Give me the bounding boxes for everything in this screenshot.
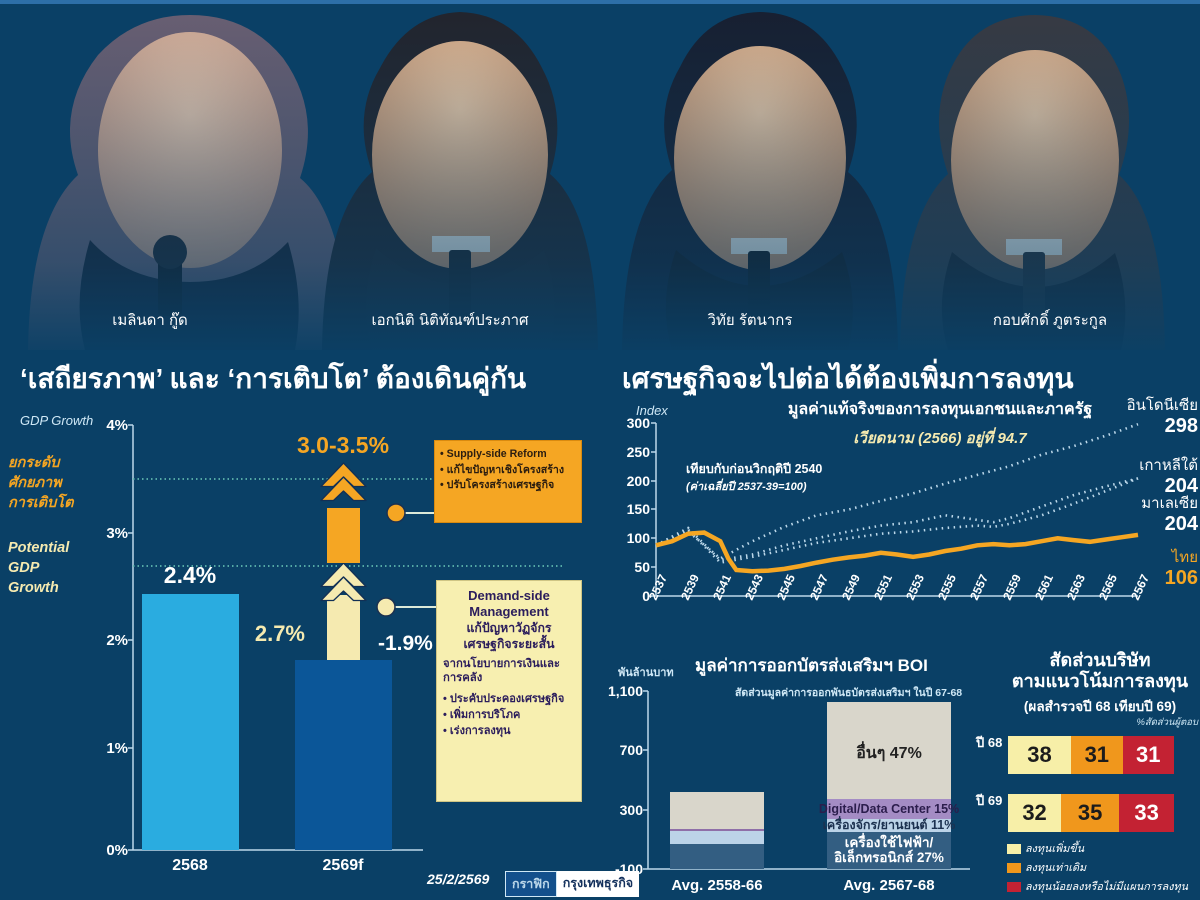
- svg-text:2.4%: 2.4%: [164, 562, 216, 588]
- svg-text:อิเล็กทรอนิกส์ 27%: อิเล็กทรอนิกส์ 27%: [834, 848, 944, 865]
- svg-text:2549: 2549: [839, 572, 863, 602]
- svg-text:2565: 2565: [1096, 572, 1120, 602]
- svg-text:300: 300: [627, 415, 651, 431]
- svg-text:2539: 2539: [678, 572, 702, 602]
- svg-text:Digital/Data Center 15%: Digital/Data Center 15%: [819, 802, 959, 816]
- svg-text:2567: 2567: [1128, 572, 1152, 602]
- svg-text:3.0-3.5%: 3.0-3.5%: [297, 432, 389, 458]
- svg-text:106: 106: [1165, 567, 1198, 589]
- svg-text:2557: 2557: [967, 572, 991, 602]
- svg-text:2%: 2%: [106, 632, 128, 649]
- svg-text:3%: 3%: [106, 525, 128, 542]
- svg-text:2543: 2543: [742, 572, 766, 602]
- svg-text:1%: 1%: [106, 740, 128, 757]
- svg-text:2553: 2553: [903, 572, 927, 602]
- svg-text:2559: 2559: [1000, 572, 1024, 602]
- svg-text:Avg. 2567-68: Avg. 2567-68: [843, 877, 934, 894]
- svg-text:Avg. 2558-66: Avg. 2558-66: [671, 877, 762, 894]
- svg-text:-1.9%: -1.9%: [378, 632, 433, 655]
- svg-text:2545: 2545: [774, 572, 798, 602]
- svg-text:2561: 2561: [1032, 572, 1056, 602]
- svg-text:ไทย: ไทย: [1171, 548, 1198, 566]
- svg-text:2563: 2563: [1064, 572, 1088, 602]
- svg-text:50: 50: [634, 559, 650, 575]
- svg-text:มาเลเซีย: มาเลเซีย: [1141, 495, 1198, 512]
- svg-text:เครื่องจักร/ยานยนต์ 11%: เครื่องจักร/ยานยนต์ 11%: [823, 816, 956, 832]
- svg-text:2569f: 2569f: [323, 857, 365, 870]
- svg-text:100: 100: [627, 530, 651, 546]
- svg-text:4%: 4%: [106, 417, 128, 434]
- svg-text:เครื่องใช้ไฟฟ้า/: เครื่องใช้ไฟฟ้า/: [845, 832, 934, 850]
- svg-text:2547: 2547: [807, 572, 831, 602]
- svg-text:2551: 2551: [871, 572, 895, 602]
- svg-text:0%: 0%: [106, 842, 128, 859]
- svg-text:2568: 2568: [172, 857, 208, 870]
- svg-text:2.7%: 2.7%: [255, 621, 305, 646]
- svg-text:อื่นๆ 47%: อื่นๆ 47%: [856, 741, 922, 762]
- svg-text:200: 200: [627, 473, 651, 489]
- svg-text:298: 298: [1165, 415, 1198, 437]
- svg-text:2537: 2537: [646, 572, 670, 602]
- svg-text:700: 700: [620, 742, 644, 758]
- svg-text:250: 250: [627, 444, 651, 460]
- svg-text:2541: 2541: [710, 572, 734, 602]
- svg-text:204: 204: [1165, 513, 1199, 535]
- svg-text:300: 300: [620, 802, 644, 818]
- svg-text:150: 150: [627, 501, 651, 517]
- svg-text:2555: 2555: [935, 572, 959, 602]
- svg-text:1,100: 1,100: [608, 683, 643, 699]
- svg-text:204: 204: [1165, 475, 1199, 497]
- svg-text:เกาหลีใต้: เกาหลีใต้: [1139, 456, 1198, 474]
